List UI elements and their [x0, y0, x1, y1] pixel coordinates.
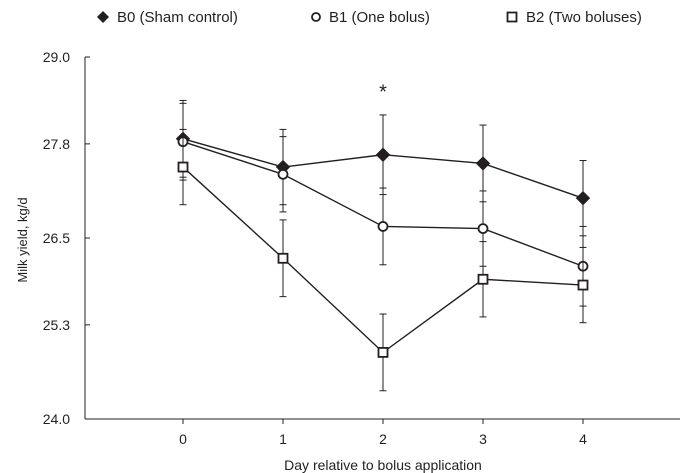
data-point — [477, 273, 489, 285]
legend-square-icon — [506, 11, 518, 23]
significance-asterisk: * — [379, 82, 387, 104]
legend-item: B1 (One bolus) — [311, 9, 430, 26]
data-point — [577, 279, 589, 291]
legend-diamond-icon — [97, 11, 109, 23]
y-tick-label: 24.0 — [43, 411, 70, 427]
series-b2 — [177, 128, 589, 392]
data-point — [177, 161, 189, 173]
x-tick-label: 4 — [579, 431, 587, 447]
legend-label: B1 (One bolus) — [329, 9, 430, 26]
x-axis-label: Day relative to bolus application — [284, 457, 482, 473]
y-tick-label: 25.3 — [43, 317, 70, 333]
data-point — [277, 168, 289, 180]
legend-item: B0 (Sham control) — [97, 9, 238, 26]
legend-item: B2 (Two boluses) — [506, 9, 642, 26]
legend-label: B2 (Two boluses) — [526, 9, 642, 26]
x-tick-label: 2 — [379, 431, 387, 447]
y-axis-ticks: 24.0 25.3 26.5 27.8 29.0 — [43, 49, 90, 427]
legend-circle-icon — [311, 12, 321, 22]
data-point — [377, 346, 389, 358]
series-layer — [175, 99, 591, 392]
x-axis-ticks: 0 1 2 3 4 — [179, 419, 587, 447]
legend-label: B0 (Sham control) — [117, 9, 238, 26]
y-tick-label: 26.5 — [43, 230, 70, 246]
chart-legend: B0 (Sham control) B1 (One bolus) B2 (Two b… — [97, 9, 642, 26]
data-point — [477, 223, 489, 234]
annotation-layer: * — [379, 82, 387, 104]
y-axis-label: Milk yield, kg/d — [15, 197, 30, 282]
y-tick-label: 27.8 — [43, 136, 70, 152]
data-point — [475, 156, 491, 171]
data-point — [377, 221, 389, 232]
x-tick-label: 1 — [279, 431, 287, 447]
data-point — [575, 190, 591, 206]
data-point — [277, 252, 289, 264]
y-tick-label: 29.0 — [43, 49, 70, 65]
x-tick-label: 0 — [179, 431, 187, 447]
x-tick-label: 3 — [479, 431, 487, 447]
data-point — [375, 147, 391, 162]
